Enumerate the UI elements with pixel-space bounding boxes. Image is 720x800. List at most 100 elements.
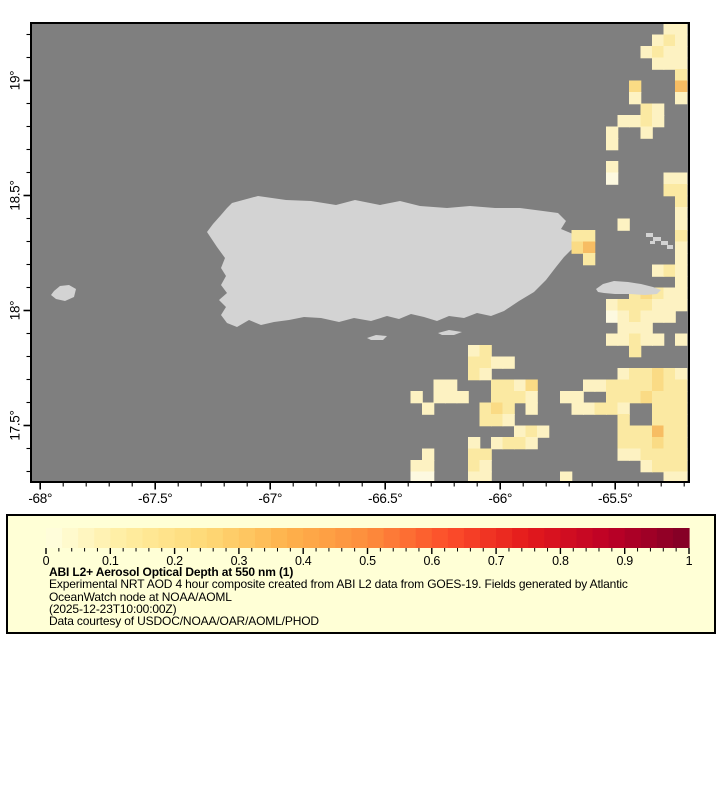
aod-cell bbox=[652, 46, 665, 59]
colorbar-block bbox=[351, 528, 369, 548]
colorbar-block bbox=[576, 528, 594, 548]
aod-cell bbox=[583, 402, 596, 415]
aod-cell bbox=[675, 184, 688, 197]
aod-cell bbox=[629, 322, 642, 335]
aod-cell bbox=[640, 310, 653, 323]
aod-cell bbox=[617, 218, 630, 231]
aod-cell bbox=[606, 379, 619, 392]
aod-cell bbox=[606, 333, 619, 346]
legend-description-line: Experimental NRT AOD 4 hour composite cr… bbox=[49, 577, 628, 592]
aod-cell bbox=[606, 391, 619, 404]
colorbar-block bbox=[271, 528, 288, 548]
colorbar-gradient bbox=[46, 528, 690, 548]
aod-cell bbox=[479, 368, 492, 381]
colorbar-block bbox=[319, 528, 336, 548]
aod-cell bbox=[652, 425, 665, 438]
plot-border bbox=[30, 22, 690, 483]
aod-cell bbox=[433, 379, 446, 392]
colorbar-block bbox=[110, 528, 127, 548]
aod-cell bbox=[663, 448, 676, 461]
aod-cell bbox=[663, 379, 676, 392]
x-tick-label: -65.5° bbox=[598, 491, 632, 506]
aod-cell bbox=[410, 471, 423, 482]
legend-panel: 0 0.1 0.2 0.3 0.4 0.5 0.6 0.7 0.8 0.9 1 ABI L2+ Ae… bbox=[6, 514, 716, 634]
aod-cell bbox=[606, 402, 619, 415]
aod-cell bbox=[491, 356, 504, 369]
aod-cell bbox=[606, 138, 619, 151]
aod-cell bbox=[640, 126, 653, 139]
colorbar-block bbox=[174, 528, 192, 548]
aod-cell bbox=[502, 379, 515, 392]
aod-cell bbox=[675, 80, 688, 93]
colorbar-block bbox=[158, 528, 176, 548]
aod-cell bbox=[652, 414, 665, 427]
aod-cell bbox=[663, 34, 676, 47]
aod-cell bbox=[617, 414, 630, 427]
colorbar-block bbox=[496, 528, 513, 548]
aod-cell bbox=[652, 264, 665, 277]
colorbar-block bbox=[367, 528, 385, 548]
aod-cell bbox=[652, 57, 665, 70]
aod-cell bbox=[525, 379, 538, 392]
aod-cell bbox=[652, 391, 665, 404]
aod-cell bbox=[663, 287, 676, 300]
aod-cell bbox=[629, 368, 642, 381]
aod-cell bbox=[640, 425, 653, 438]
aod-cell bbox=[675, 69, 688, 82]
aod-cell bbox=[514, 425, 527, 438]
aod-cell bbox=[468, 448, 481, 461]
aod-cell bbox=[675, 195, 688, 208]
aod-cell bbox=[491, 402, 504, 415]
aod-cells bbox=[410, 23, 688, 482]
aod-cell bbox=[663, 46, 676, 59]
aod-cell bbox=[606, 172, 619, 185]
aod-cell bbox=[640, 46, 653, 59]
cbar-tick-label: 0.6 bbox=[424, 554, 441, 566]
colorbar-block bbox=[222, 528, 240, 548]
aod-cell bbox=[663, 299, 676, 312]
aod-cell bbox=[652, 299, 665, 312]
colorbar-block bbox=[94, 528, 111, 548]
colorbar: 0 0.1 0.2 0.3 0.4 0.5 0.6 0.7 0.8 0.9 1 bbox=[43, 528, 693, 566]
colorbar-block bbox=[463, 528, 481, 548]
aod-cell bbox=[640, 448, 653, 461]
aod-cell bbox=[502, 402, 515, 415]
islands bbox=[51, 196, 673, 340]
aod-cell bbox=[617, 425, 630, 438]
aod-cell bbox=[663, 460, 676, 473]
aod-cell bbox=[583, 241, 596, 254]
aod-cell bbox=[675, 230, 688, 243]
aod-cell bbox=[525, 391, 538, 404]
aod-cell bbox=[606, 299, 619, 312]
cbar-tick-label: 0.2 bbox=[166, 554, 183, 566]
cbar-tick-label: 0.7 bbox=[488, 554, 505, 566]
aod-cell bbox=[502, 414, 515, 427]
x-tick-label: -68° bbox=[28, 491, 52, 506]
colorbar-block bbox=[656, 528, 674, 548]
colorbar-ticks: 0 0.1 0.2 0.3 0.4 0.5 0.6 0.7 0.8 0.9 1 bbox=[43, 548, 693, 566]
aod-cell bbox=[652, 460, 665, 473]
aod-cell bbox=[502, 391, 515, 404]
aod-cell bbox=[663, 264, 676, 277]
island-culebra-patch bbox=[653, 237, 661, 241]
aod-cell bbox=[675, 460, 688, 473]
aod-cell bbox=[456, 391, 469, 404]
colorbar-block bbox=[254, 528, 272, 548]
aod-cell bbox=[583, 230, 596, 243]
colorbar-block bbox=[592, 528, 610, 548]
aod-cell bbox=[675, 368, 688, 381]
aod-cell bbox=[617, 437, 630, 450]
aod-cell bbox=[663, 437, 676, 450]
aod-cell bbox=[571, 230, 584, 243]
aod-cell bbox=[468, 356, 481, 369]
aod-cell bbox=[675, 391, 688, 404]
aod-cell bbox=[479, 414, 492, 427]
cbar-tick-label: 0.3 bbox=[231, 554, 248, 566]
aod-cell bbox=[479, 471, 492, 482]
aod-cell bbox=[617, 368, 630, 381]
aod-cell bbox=[675, 299, 688, 312]
aod-cell bbox=[640, 115, 653, 128]
aod-cell bbox=[502, 356, 515, 369]
aod-cell bbox=[422, 448, 435, 461]
